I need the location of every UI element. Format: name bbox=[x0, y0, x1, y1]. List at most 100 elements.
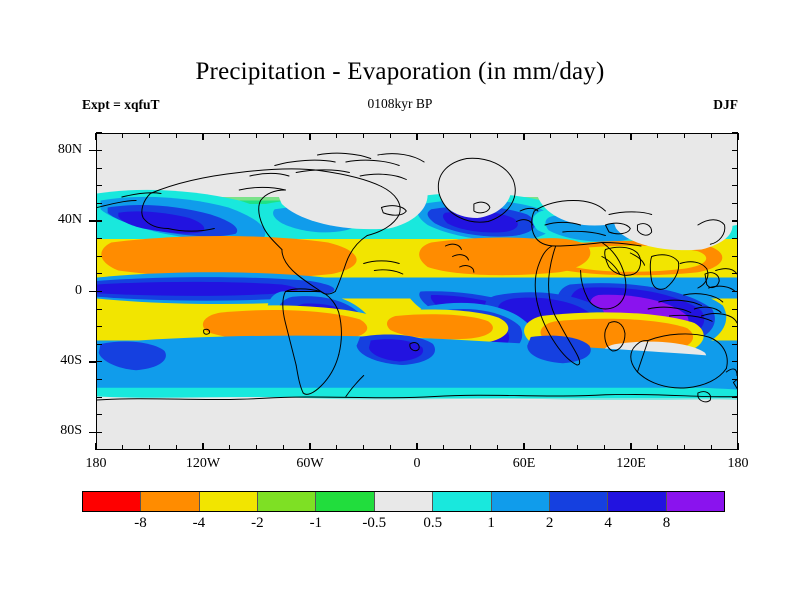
x-axis-minor-tick bbox=[737, 445, 739, 450]
y-axis-minor-tick bbox=[732, 449, 738, 451]
x-axis-minor-tick bbox=[149, 445, 151, 450]
y-axis-label: 40N bbox=[57, 212, 82, 228]
x-axis-minor-tick bbox=[336, 445, 338, 450]
colorbar-band bbox=[140, 492, 199, 511]
x-axis-minor-tick bbox=[309, 445, 311, 450]
colorbar-band bbox=[257, 492, 316, 511]
y-axis-label: 40S bbox=[60, 352, 82, 368]
colorbar bbox=[82, 491, 725, 512]
y-axis-minor-tick bbox=[96, 378, 102, 381]
y-axis-minor-tick bbox=[96, 220, 102, 222]
colorbar-band bbox=[548, 492, 608, 511]
y-axis-minor-tick bbox=[96, 150, 102, 152]
y-axis-minor-tick bbox=[96, 255, 102, 257]
x-axis-minor-tick bbox=[229, 445, 231, 450]
x-axis-minor-tick bbox=[710, 445, 712, 450]
x-axis-minor-tick bbox=[282, 445, 284, 450]
y-axis-minor-tick bbox=[732, 273, 738, 275]
y-axis-minor-tick bbox=[96, 167, 102, 169]
y-axis-minor-tick bbox=[96, 290, 102, 292]
experiment-label: Expt = xqfuT bbox=[82, 97, 160, 112]
colorbar-band bbox=[315, 492, 374, 511]
x-axis-minor-tick bbox=[229, 133, 231, 138]
y-axis-minor-tick bbox=[732, 361, 738, 363]
x-axis-minor-tick bbox=[175, 445, 177, 450]
colorbar-tick-label: -2 bbox=[251, 515, 264, 531]
y-axis-minor-tick bbox=[732, 396, 738, 398]
colorbar-band bbox=[83, 492, 141, 511]
x-axis-minor-tick bbox=[657, 133, 659, 138]
x-axis-minor-tick bbox=[202, 445, 204, 450]
x-axis-label: 180 bbox=[727, 456, 749, 471]
x-axis-minor-tick bbox=[389, 445, 391, 450]
y-axis-minor-tick bbox=[732, 202, 738, 204]
y-axis-minor-tick bbox=[96, 343, 102, 345]
colorbar-tick-label: 1 bbox=[487, 515, 495, 531]
x-axis-minor-tick bbox=[363, 445, 365, 450]
colorbar-tick-label: 0.5 bbox=[423, 515, 443, 531]
x-axis-label: 120W bbox=[185, 456, 221, 471]
y-axis-tick bbox=[89, 220, 96, 222]
x-axis-minor-tick bbox=[363, 133, 365, 138]
x-axis-minor-tick bbox=[95, 445, 97, 450]
x-axis-minor-tick bbox=[443, 133, 445, 138]
y-axis-tick bbox=[89, 431, 96, 433]
x-axis-minor-tick bbox=[630, 445, 632, 450]
y-axis-minor-tick bbox=[732, 378, 738, 381]
y-axis-minor-tick bbox=[732, 150, 738, 152]
y-axis-minor-tick bbox=[96, 308, 102, 310]
x-axis-minor-tick bbox=[710, 133, 712, 138]
y-axis-tick bbox=[89, 290, 96, 293]
x-axis-minor-tick bbox=[256, 445, 258, 450]
x-axis-minor-tick bbox=[416, 445, 418, 450]
y-axis-minor-tick bbox=[732, 308, 738, 310]
x-axis-minor-tick bbox=[496, 133, 498, 138]
x-axis-minor-tick bbox=[175, 133, 177, 138]
y-axis-tick bbox=[89, 361, 96, 363]
y-axis-minor-tick bbox=[96, 185, 102, 187]
map-plot-area bbox=[96, 133, 738, 450]
x-axis-minor-tick bbox=[657, 445, 659, 450]
x-axis-label: 60W bbox=[296, 456, 324, 471]
y-axis-minor-tick bbox=[96, 202, 102, 204]
x-axis-minor-tick bbox=[202, 133, 204, 138]
y-axis-tick bbox=[89, 150, 96, 152]
y-axis-minor-tick bbox=[732, 255, 738, 257]
colorbar-tick-label: -8 bbox=[134, 515, 147, 531]
colorbar-band bbox=[373, 492, 433, 511]
y-axis-label: 80N bbox=[57, 141, 82, 157]
x-axis-minor-tick bbox=[523, 133, 525, 138]
x-axis-minor-tick bbox=[496, 445, 498, 450]
y-axis-minor-tick bbox=[96, 238, 102, 240]
y-axis-minor-tick bbox=[732, 185, 738, 187]
chart-subtitle: 0108kyr BP bbox=[367, 96, 433, 111]
colorbar-tick-label: 4 bbox=[604, 515, 612, 531]
colorbar-band bbox=[665, 492, 724, 511]
x-axis-minor-tick bbox=[577, 445, 579, 450]
y-axis-label: 80S bbox=[60, 423, 82, 439]
colorbar-band bbox=[490, 492, 549, 511]
x-axis-minor-tick bbox=[577, 133, 579, 138]
colorbar-tick-label: -1 bbox=[309, 515, 323, 531]
x-axis-minor-tick bbox=[550, 445, 552, 450]
x-axis-minor-tick bbox=[256, 133, 258, 138]
contour-map bbox=[97, 134, 737, 449]
x-axis-minor-tick bbox=[336, 133, 338, 138]
y-axis-minor-tick bbox=[732, 414, 738, 416]
x-axis-minor-tick bbox=[470, 133, 472, 138]
x-axis-minor-tick bbox=[684, 133, 686, 138]
y-axis-minor-tick bbox=[732, 431, 738, 433]
x-axis-minor-tick bbox=[470, 445, 472, 450]
y-axis-label: 0 bbox=[75, 282, 82, 298]
x-axis-minor-tick bbox=[684, 445, 686, 450]
y-axis-minor-tick bbox=[96, 326, 102, 328]
x-axis-minor-tick bbox=[149, 133, 151, 138]
y-axis-minor-tick bbox=[732, 343, 738, 345]
x-axis-minor-tick bbox=[443, 445, 445, 450]
y-axis-minor-tick bbox=[96, 414, 102, 416]
x-axis-minor-tick bbox=[282, 133, 284, 138]
x-axis-minor-tick bbox=[603, 133, 605, 138]
x-axis-minor-tick bbox=[122, 445, 124, 450]
x-axis-minor-tick bbox=[122, 133, 124, 138]
